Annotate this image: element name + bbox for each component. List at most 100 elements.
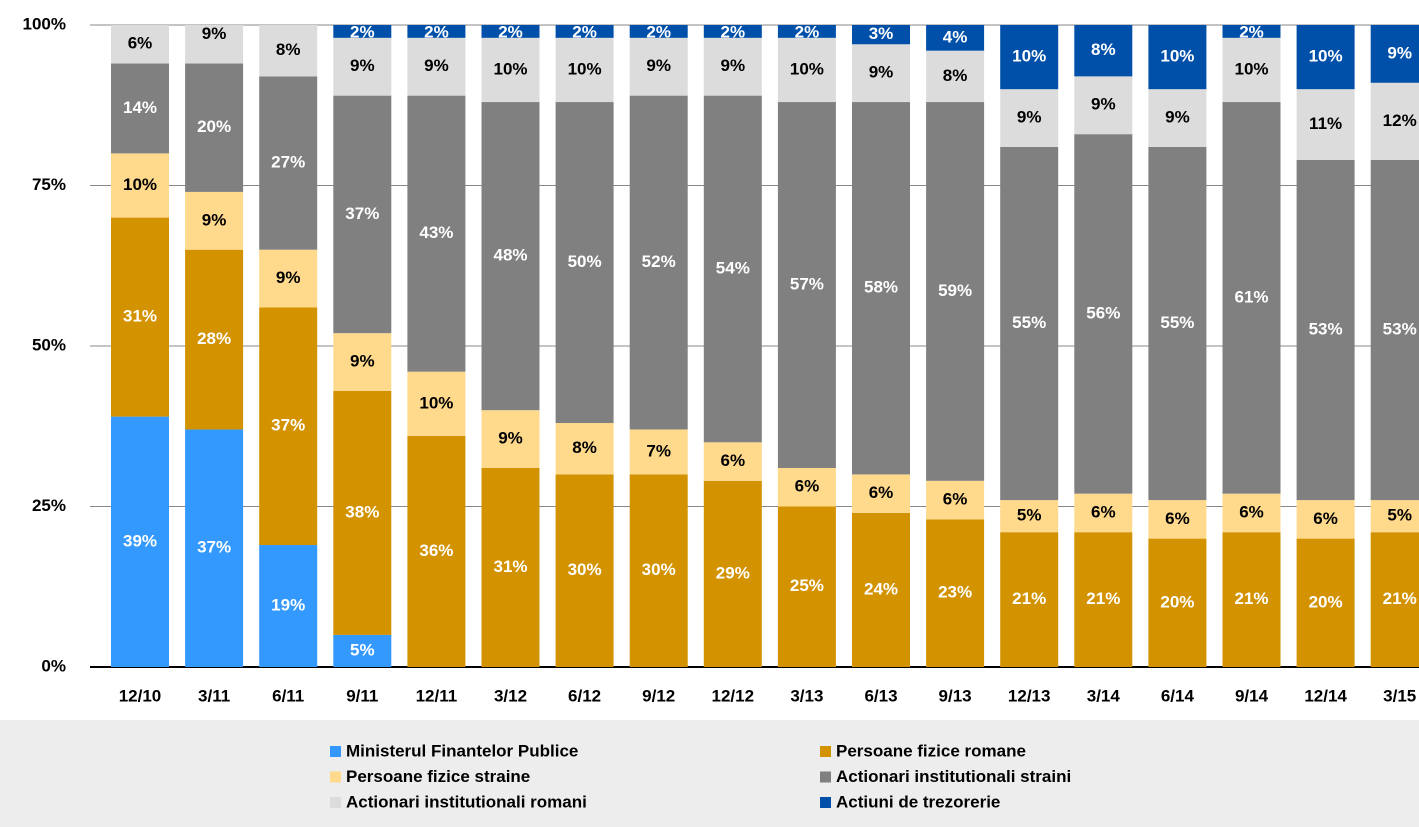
data-label: 8% bbox=[1091, 40, 1116, 59]
data-label: 55% bbox=[1012, 313, 1046, 332]
data-label: 8% bbox=[943, 66, 968, 85]
data-label: 9% bbox=[202, 210, 227, 229]
bar-segment bbox=[555, 423, 614, 475]
bar-segment bbox=[926, 50, 985, 103]
bar-segment bbox=[555, 25, 614, 38]
bar-segment bbox=[555, 102, 614, 424]
legend-label: Actionari institutionali romani bbox=[346, 792, 587, 811]
data-label: 37% bbox=[197, 538, 231, 557]
data-label: 2% bbox=[795, 22, 820, 41]
x-tick-label: 9/12 bbox=[642, 686, 675, 705]
data-label: 2% bbox=[721, 22, 746, 41]
x-tick-label: 9/13 bbox=[939, 686, 972, 705]
x-tick-label: 3/14 bbox=[1087, 686, 1121, 705]
bar-segment bbox=[1296, 538, 1355, 667]
bar-segment bbox=[111, 153, 169, 218]
bar-segment bbox=[555, 37, 614, 103]
bar-segment bbox=[852, 474, 910, 513]
bar-segment bbox=[852, 25, 910, 45]
legend-label: Ministerul Finantelor Publice bbox=[346, 741, 578, 760]
data-label: 8% bbox=[276, 40, 301, 59]
data-label: 10% bbox=[790, 59, 824, 78]
data-label: 10% bbox=[1309, 47, 1343, 66]
legend-swatch bbox=[330, 771, 341, 783]
data-label: 9% bbox=[1165, 108, 1190, 127]
bar-segment bbox=[1000, 532, 1059, 667]
x-tick-label: 3/13 bbox=[790, 686, 823, 705]
x-tick-label: 12/14 bbox=[1304, 686, 1347, 705]
data-label: 31% bbox=[493, 557, 527, 576]
legend-label: Persoane fizice romane bbox=[836, 741, 1026, 760]
data-label: 10% bbox=[493, 59, 527, 78]
x-tick-label: 3/11 bbox=[198, 686, 230, 705]
data-label: 36% bbox=[419, 541, 453, 560]
bar-segment bbox=[703, 480, 762, 667]
data-label: 6% bbox=[128, 34, 153, 53]
bar-segment bbox=[629, 95, 688, 430]
bar-segment bbox=[777, 37, 836, 103]
bar-segment bbox=[333, 37, 392, 96]
data-label: 53% bbox=[1383, 319, 1417, 338]
x-tick-label: 3/15 bbox=[1383, 686, 1416, 705]
data-label: 6% bbox=[1165, 509, 1190, 528]
bar-segment bbox=[111, 25, 169, 64]
data-label: 10% bbox=[1234, 59, 1268, 78]
data-label: 10% bbox=[1012, 47, 1046, 66]
y-tick-label: 50% bbox=[32, 335, 66, 354]
data-label: 30% bbox=[568, 560, 602, 579]
data-label: 6% bbox=[795, 477, 820, 496]
data-label: 59% bbox=[938, 281, 972, 300]
bar-segment bbox=[629, 25, 688, 38]
bar-segment bbox=[1370, 82, 1419, 160]
legend-swatch bbox=[820, 797, 831, 808]
data-label: 5% bbox=[350, 640, 375, 659]
bar-segment bbox=[407, 435, 466, 667]
x-tick-label: 12/10 bbox=[119, 686, 162, 705]
bar-segment bbox=[1148, 500, 1207, 539]
x-tick-label: 12/12 bbox=[712, 686, 755, 705]
bar-segment bbox=[777, 506, 836, 667]
bar-segment bbox=[1000, 25, 1059, 90]
data-label: 7% bbox=[646, 441, 671, 460]
x-tick-label: 3/12 bbox=[494, 686, 527, 705]
bar-segment bbox=[111, 217, 169, 417]
bar-segment bbox=[333, 333, 392, 391]
y-tick-label: 25% bbox=[32, 496, 66, 515]
x-tick-label: 12/13 bbox=[1008, 686, 1051, 705]
bar-segment bbox=[703, 442, 762, 481]
bar-segment bbox=[333, 95, 392, 334]
bar-segment bbox=[185, 249, 244, 430]
bar-segment bbox=[629, 474, 688, 667]
data-label: 20% bbox=[1309, 592, 1343, 611]
bar-segment bbox=[1000, 89, 1059, 147]
data-label: 12% bbox=[1383, 111, 1417, 130]
data-label: 25% bbox=[790, 576, 824, 595]
data-label: 55% bbox=[1160, 313, 1194, 332]
data-label: 50% bbox=[568, 252, 602, 271]
data-label: 2% bbox=[424, 22, 449, 41]
bar-segment bbox=[259, 307, 318, 546]
legend-label: Actionari institutionali straini bbox=[836, 767, 1071, 786]
data-label: 28% bbox=[197, 329, 231, 348]
data-label: 9% bbox=[350, 352, 375, 371]
data-label: 54% bbox=[716, 258, 750, 277]
bar-segment bbox=[481, 25, 540, 38]
bar-segment bbox=[1222, 493, 1281, 533]
x-tick-label: 6/11 bbox=[272, 686, 304, 705]
bar-segment bbox=[1074, 532, 1133, 667]
data-label: 14% bbox=[123, 98, 157, 117]
x-tick-label: 6/12 bbox=[568, 686, 601, 705]
data-label: 21% bbox=[1012, 589, 1046, 608]
bar-segment bbox=[185, 25, 244, 64]
data-label: 9% bbox=[721, 56, 746, 75]
bar-segment bbox=[481, 102, 540, 411]
bar-segment bbox=[703, 37, 762, 96]
data-label: 37% bbox=[271, 416, 305, 435]
x-tick-label: 6/14 bbox=[1161, 686, 1195, 705]
data-label: 2% bbox=[350, 22, 375, 41]
data-label: 9% bbox=[869, 63, 894, 82]
data-label: 24% bbox=[864, 579, 898, 598]
bar-segment bbox=[1074, 25, 1133, 77]
bar-segment bbox=[111, 63, 169, 154]
